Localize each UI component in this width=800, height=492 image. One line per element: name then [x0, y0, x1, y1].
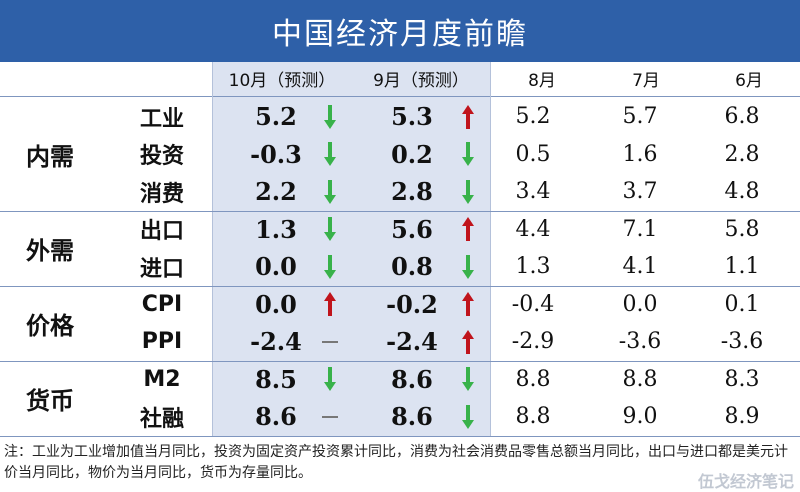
arrow-down-icon [320, 248, 340, 285]
indicator-label: 出口 [139, 219, 184, 245]
group-label: 货币 [26, 386, 74, 415]
value-cell: 8.5 [255, 364, 297, 394]
indicator-label: 投资 [139, 144, 184, 170]
value-cell: 4.4 [515, 216, 551, 242]
indicator-label: M2 [143, 366, 181, 392]
arrow-up-icon [458, 98, 478, 135]
value-cell: -2.4 [386, 327, 438, 356]
value-cell: -2.4 [250, 327, 302, 356]
value-cell: 5.7 [622, 104, 658, 129]
value-cell: 8.8 [515, 404, 551, 429]
value-cell: 8.8 [515, 366, 551, 392]
column-header: 8月 [528, 70, 556, 91]
indicator-label: 消费 [139, 181, 184, 207]
value-cell: 5.2 [515, 104, 551, 129]
value-cell: 3.4 [515, 179, 551, 204]
value-cell: 4.1 [622, 254, 658, 279]
value-cell: 0.0 [255, 252, 297, 281]
value-cell: 2.2 [255, 177, 297, 206]
arrow-down-icon [320, 136, 340, 173]
arrow-down-icon [458, 398, 478, 435]
value-cell: 0.5 [515, 141, 551, 167]
arrow-down-icon [458, 136, 478, 173]
indicator-label: 工业 [139, 106, 184, 132]
arrow-down-icon [458, 361, 478, 398]
value-cell: 4.8 [724, 179, 760, 204]
indicator-label: PPI [141, 329, 183, 355]
group-label: 价格 [26, 311, 74, 340]
page-title: 中国经济月度前瞻 [0, 0, 800, 62]
value-cell: -0.4 [511, 291, 555, 317]
arrow-down-icon [320, 211, 340, 248]
arrow-down-icon [320, 98, 340, 135]
indicator-label: 社融 [139, 406, 184, 432]
column-divider [212, 62, 213, 437]
value-cell: 5.3 [391, 102, 433, 131]
value-cell: -0.2 [386, 289, 438, 319]
value-cell: 2.8 [724, 141, 760, 167]
value-cell: 1.1 [724, 254, 760, 279]
value-cell: 5.6 [391, 214, 433, 244]
flat-dash-icon [320, 323, 340, 360]
value-cell: 8.6 [255, 402, 297, 431]
arrow-down-icon [458, 173, 478, 210]
column-header: 7月 [632, 70, 660, 91]
value-cell: -2.9 [511, 329, 555, 354]
value-cell: 0.8 [391, 252, 433, 281]
value-cell: 0.1 [724, 291, 760, 317]
indicator-label: 进口 [139, 256, 184, 282]
value-cell: 5.8 [724, 216, 760, 242]
value-cell: 8.9 [724, 404, 760, 429]
indicator-label: CPI [141, 291, 183, 317]
group-divider [0, 210, 800, 212]
forecast-highlight [212, 62, 490, 437]
group-label: 内需 [26, 142, 74, 171]
arrow-down-icon [320, 173, 340, 210]
column-header: 6月 [735, 70, 763, 91]
value-cell: 8.8 [622, 366, 658, 392]
group-divider [0, 285, 800, 287]
value-cell: 0.0 [255, 289, 297, 319]
column-header: 9月（预测） [373, 70, 469, 91]
arrow-down-icon [320, 361, 340, 398]
value-cell: 1.3 [515, 254, 551, 279]
group-divider [0, 360, 800, 362]
value-cell: -3.6 [618, 329, 662, 354]
value-cell: 5.2 [255, 102, 297, 131]
value-cell: 0.0 [622, 291, 658, 317]
value-cell: 0.2 [391, 139, 433, 169]
value-cell: 8.3 [724, 366, 760, 392]
footnote: 注：工业为工业增加值当月同比，投资为固定资产投资累计同比，消费为社会消费品零售总… [4, 444, 788, 481]
arrow-up-icon [458, 286, 478, 323]
value-cell: -0.3 [250, 139, 302, 169]
column-divider [490, 62, 491, 437]
column-header: 10月（预测） [228, 70, 336, 91]
arrow-down-icon [458, 248, 478, 285]
header-divider [0, 96, 800, 97]
arrow-up-icon [458, 323, 478, 360]
value-cell: 9.0 [622, 404, 658, 429]
value-cell: 1.6 [622, 141, 658, 167]
arrow-up-icon [458, 211, 478, 248]
arrow-up-icon [320, 286, 340, 323]
value-cell: 2.8 [391, 177, 433, 206]
value-cell: -3.6 [720, 329, 764, 354]
value-cell: 1.3 [255, 214, 297, 244]
group-divider [0, 435, 800, 437]
watermark: 伍戈经济笔记 [697, 472, 794, 491]
value-cell: 7.1 [622, 216, 658, 242]
value-cell: 6.8 [724, 104, 760, 129]
value-cell: 8.6 [391, 364, 433, 394]
value-cell: 8.6 [391, 402, 433, 431]
flat-dash-icon [320, 398, 340, 435]
group-label: 外需 [26, 236, 74, 265]
value-cell: 3.7 [622, 179, 658, 204]
